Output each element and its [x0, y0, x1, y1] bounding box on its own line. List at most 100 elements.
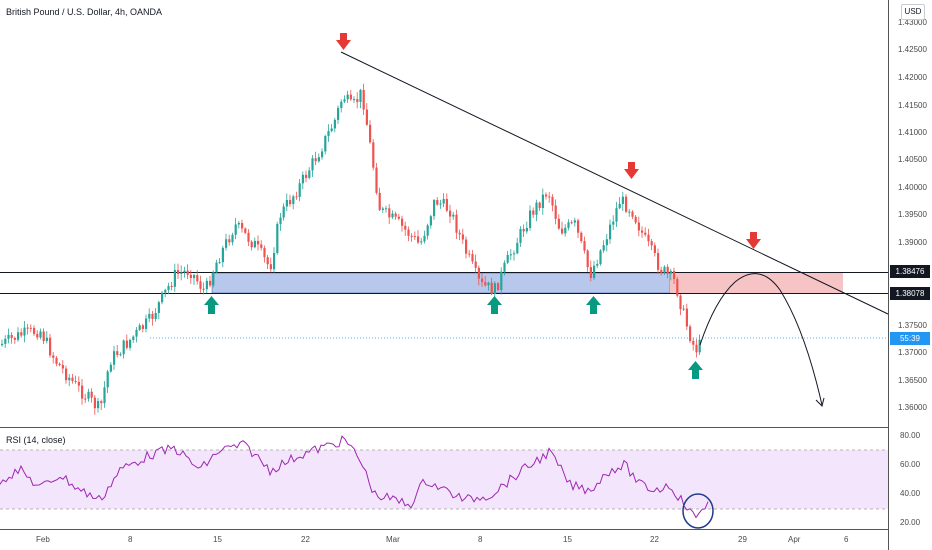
candle-body: [33, 327, 36, 334]
candle-body: [247, 232, 250, 242]
candle-body: [369, 124, 372, 143]
candle-body: [180, 272, 183, 274]
candle-body: [324, 136, 327, 152]
time-tick: 29: [738, 535, 747, 544]
candle-body: [375, 167, 378, 193]
candle-body: [49, 337, 52, 356]
candle-body: [221, 247, 224, 263]
candle-body: [561, 228, 564, 234]
candle-body: [445, 198, 448, 211]
candle-body: [93, 397, 96, 409]
candle-body: [621, 196, 624, 204]
candle-body: [13, 337, 16, 340]
candle-body: [23, 327, 26, 336]
candle-body: [157, 302, 160, 313]
candle-body: [637, 222, 640, 231]
candle-body: [362, 89, 365, 110]
candle-body: [522, 229, 525, 232]
rsi-tick: 60.00: [900, 460, 921, 469]
currency-button[interactable]: USD: [901, 4, 925, 20]
candle-body: [436, 199, 439, 205]
candle-body: [401, 218, 404, 226]
candle-body: [356, 99, 359, 103]
candle-body: [349, 94, 352, 100]
time-tick: Feb: [36, 535, 50, 544]
candle-body: [167, 286, 170, 290]
candle-body: [503, 262, 506, 272]
candle-body: [17, 332, 20, 340]
candle-body: [612, 221, 615, 225]
candle-body: [263, 247, 266, 258]
rsi-band: [0, 450, 888, 509]
candle-body: [644, 232, 647, 235]
arrow-up-icon: [487, 296, 502, 314]
projection-curve[interactable]: [699, 273, 823, 406]
candle-body: [164, 289, 167, 293]
time-tick: 15: [213, 535, 222, 544]
candle-body: [71, 377, 74, 382]
candle-body: [497, 283, 500, 290]
candle-body: [119, 354, 122, 356]
candle-body: [577, 220, 580, 233]
candle-body: [317, 157, 320, 162]
candle-body: [125, 340, 128, 348]
candle-body: [177, 270, 180, 274]
candle-body: [308, 170, 311, 178]
candle-body: [541, 194, 544, 208]
candle-body: [429, 216, 432, 226]
candle-body: [634, 216, 637, 223]
candle-body: [68, 377, 71, 381]
price-tick: 1.36500: [898, 376, 927, 385]
price-tick: 1.39500: [898, 210, 927, 219]
candle-body: [529, 210, 532, 228]
trend-line[interactable]: [340, 51, 889, 315]
candle-body: [378, 192, 381, 210]
candle-body: [404, 225, 407, 230]
candle-body: [148, 313, 151, 319]
candle-body: [135, 329, 138, 337]
candle-body: [45, 337, 48, 342]
support-price-label: 1.38078: [890, 287, 930, 300]
time-axis[interactable]: Feb 8 15 22 Mar 8 15 22 29 Apr 6: [36, 535, 849, 544]
candle-body: [90, 391, 93, 398]
candle-body: [673, 271, 676, 280]
candle-body: [695, 344, 698, 353]
arrow-up-icon: [586, 296, 601, 314]
price-tick: 1.40000: [898, 183, 927, 192]
arrow-down-icon: [746, 232, 761, 249]
candle-body: [161, 292, 164, 303]
candle-body: [138, 325, 141, 330]
support-zone: [211, 272, 671, 294]
candle-body: [52, 355, 55, 358]
candle-body: [666, 266, 669, 274]
candle-body: [676, 279, 679, 296]
candle-body: [602, 245, 605, 251]
candle-body: [212, 272, 215, 286]
candle-body: [202, 288, 205, 290]
price-axis[interactable]: 1.43000 1.42500 1.42000 1.41500 1.41000 …: [898, 18, 927, 412]
candle-body: [525, 227, 528, 232]
candle-body: [388, 208, 391, 218]
candle-body: [285, 200, 288, 207]
candle-body: [170, 286, 173, 288]
candle-body: [641, 230, 644, 233]
candle-body: [330, 128, 333, 132]
time-tick: Apr: [788, 535, 801, 544]
candle-body: [685, 308, 688, 327]
candle-body: [61, 365, 64, 369]
price-tick: 1.42000: [898, 73, 927, 82]
price-tick: 1.40500: [898, 155, 927, 164]
candle-body: [663, 266, 666, 273]
candle-body: [196, 275, 199, 282]
candle-body: [65, 368, 68, 381]
candle-body: [359, 89, 362, 103]
candle-body: [669, 271, 672, 274]
candle-body: [682, 308, 685, 310]
candlestick-series: [1, 83, 701, 415]
candle-body: [413, 236, 416, 238]
candle-body: [580, 232, 583, 242]
candle-body: [468, 253, 471, 255]
candle-body: [586, 250, 589, 268]
candle-body: [557, 218, 560, 229]
